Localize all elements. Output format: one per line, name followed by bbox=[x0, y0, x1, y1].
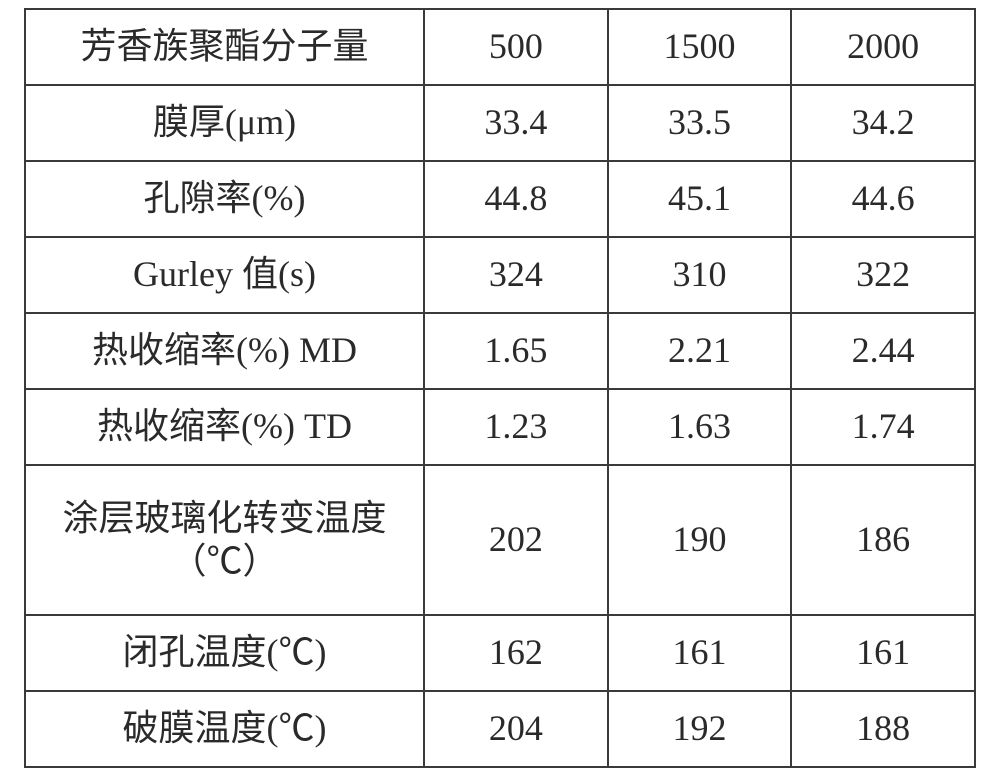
table-container: 芳香族聚酯分子量 500 1500 2000 膜厚(μm) 33.4 33.5 … bbox=[0, 0, 1000, 776]
row-value: 34.2 bbox=[791, 85, 975, 161]
row-value: 44.6 bbox=[791, 161, 975, 237]
row-value: 192 bbox=[608, 691, 792, 767]
row-value: 2.21 bbox=[608, 313, 792, 389]
row-value: 1500 bbox=[608, 9, 792, 85]
table-row: 热收缩率(%) MD 1.65 2.21 2.44 bbox=[25, 313, 975, 389]
row-value: 204 bbox=[424, 691, 608, 767]
row-value: 1.23 bbox=[424, 389, 608, 465]
table-row: 芳香族聚酯分子量 500 1500 2000 bbox=[25, 9, 975, 85]
table-row: 闭孔温度(℃) 162 161 161 bbox=[25, 615, 975, 691]
row-label: 热收缩率(%) MD bbox=[25, 313, 424, 389]
row-value: 44.8 bbox=[424, 161, 608, 237]
row-value: 2.44 bbox=[791, 313, 975, 389]
row-value: 186 bbox=[791, 465, 975, 615]
row-value: 161 bbox=[791, 615, 975, 691]
table-row: 膜厚(μm) 33.4 33.5 34.2 bbox=[25, 85, 975, 161]
row-value: 202 bbox=[424, 465, 608, 615]
row-label: Gurley 值(s) bbox=[25, 237, 424, 313]
table-body: 芳香族聚酯分子量 500 1500 2000 膜厚(μm) 33.4 33.5 … bbox=[25, 9, 975, 767]
row-value: 1.65 bbox=[424, 313, 608, 389]
row-label-line: 涂层玻璃化转变温度 bbox=[63, 497, 387, 540]
row-value: 45.1 bbox=[608, 161, 792, 237]
row-label: 孔隙率(%) bbox=[25, 161, 424, 237]
row-value: 324 bbox=[424, 237, 608, 313]
row-value: 162 bbox=[424, 615, 608, 691]
table-row: 涂层玻璃化转变温度 （℃） 202 190 186 bbox=[25, 465, 975, 615]
row-label-line: （℃） bbox=[171, 540, 279, 583]
row-label: 破膜温度(℃) bbox=[25, 691, 424, 767]
row-value: 2000 bbox=[791, 9, 975, 85]
row-label: 闭孔温度(℃) bbox=[25, 615, 424, 691]
row-label: 热收缩率(%) TD bbox=[25, 389, 424, 465]
row-value: 500 bbox=[424, 9, 608, 85]
row-label-multiline: 涂层玻璃化转变温度 （℃） bbox=[26, 466, 423, 614]
table-row: Gurley 值(s) 324 310 322 bbox=[25, 237, 975, 313]
row-value: 33.4 bbox=[424, 85, 608, 161]
table-row: 热收缩率(%) TD 1.23 1.63 1.74 bbox=[25, 389, 975, 465]
row-value: 1.63 bbox=[608, 389, 792, 465]
row-value: 190 bbox=[608, 465, 792, 615]
table-row: 孔隙率(%) 44.8 45.1 44.6 bbox=[25, 161, 975, 237]
row-value: 188 bbox=[791, 691, 975, 767]
row-label: 芳香族聚酯分子量 bbox=[25, 9, 424, 85]
row-value: 322 bbox=[791, 237, 975, 313]
table-row: 破膜温度(℃) 204 192 188 bbox=[25, 691, 975, 767]
row-value: 1.74 bbox=[791, 389, 975, 465]
row-label: 膜厚(μm) bbox=[25, 85, 424, 161]
row-label: 涂层玻璃化转变温度 （℃） bbox=[25, 465, 424, 615]
data-table: 芳香族聚酯分子量 500 1500 2000 膜厚(μm) 33.4 33.5 … bbox=[24, 8, 976, 768]
row-value: 161 bbox=[608, 615, 792, 691]
row-value: 310 bbox=[608, 237, 792, 313]
row-value: 33.5 bbox=[608, 85, 792, 161]
